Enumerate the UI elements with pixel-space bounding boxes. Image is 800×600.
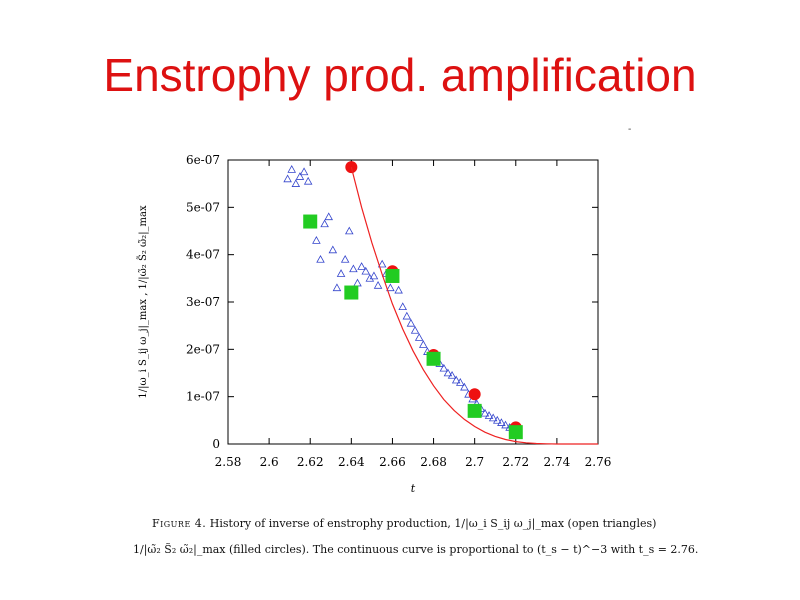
y-tick-label: 2e-07 bbox=[186, 342, 220, 356]
x-tick-label: 2.66 bbox=[379, 455, 406, 469]
square-point bbox=[508, 425, 523, 440]
circle-point bbox=[468, 388, 481, 401]
slide-title: Enstrophy prod. amplification bbox=[103, 49, 697, 101]
series-open-triangle bbox=[283, 165, 519, 434]
triangle-point bbox=[283, 174, 292, 183]
x-axis-label: t bbox=[411, 482, 416, 495]
triangle-point bbox=[365, 273, 375, 282]
triangle-point bbox=[361, 266, 371, 275]
triangle-point bbox=[328, 245, 338, 254]
triangle-point bbox=[332, 283, 342, 292]
plot-frame bbox=[227, 159, 599, 445]
triangle-point bbox=[480, 408, 490, 417]
triangle-point bbox=[336, 269, 346, 277]
axes-frame bbox=[227, 159, 599, 445]
series-filled-circle bbox=[345, 161, 522, 434]
triangle-point bbox=[484, 411, 494, 419]
y-axis-label: 1/|ω_i S_ij ω_j|_max , 1/|ω̃₂ S̃₂ ω̃₂|_m… bbox=[137, 205, 149, 399]
series-line bbox=[350, 166, 598, 445]
fit-curve bbox=[350, 166, 598, 445]
x-tick-label: 2.72 bbox=[502, 455, 529, 469]
triangle-point bbox=[394, 285, 403, 294]
y-tick-label: 6e-07 bbox=[186, 153, 220, 167]
triangle-point bbox=[295, 172, 305, 180]
triangle-point bbox=[406, 318, 416, 327]
y-tick-label: 3e-07 bbox=[186, 295, 220, 309]
triangle-point bbox=[414, 333, 424, 341]
x-tick-label: 2.58 bbox=[215, 455, 242, 469]
x-tick-label: 2.6 bbox=[260, 455, 279, 469]
triangle-point bbox=[320, 219, 329, 228]
square-point bbox=[426, 351, 441, 366]
figure-caption-text-1: History of inverse of enstrophy producti… bbox=[209, 517, 657, 530]
x-tick-label: 2.7 bbox=[465, 455, 484, 469]
y-tick-label: 0 bbox=[212, 437, 220, 451]
figure-caption-line-1: Figure 4. History of inverse of enstroph… bbox=[152, 517, 656, 530]
triangle-point bbox=[492, 415, 502, 424]
triangle-point bbox=[497, 418, 506, 426]
triangle-point bbox=[488, 413, 498, 422]
x-tick-label: 2.74 bbox=[544, 455, 571, 469]
triangle-point bbox=[316, 254, 325, 263]
y-tick-label: 1e-07 bbox=[186, 390, 220, 404]
triangle-point bbox=[369, 271, 379, 280]
triangle-point bbox=[451, 375, 461, 384]
corner-mark: - bbox=[628, 124, 632, 135]
square-point bbox=[344, 285, 359, 300]
data-series bbox=[283, 161, 598, 445]
triangle-point bbox=[377, 259, 387, 268]
square-point bbox=[467, 403, 482, 418]
triangle-point bbox=[349, 264, 358, 273]
x-tick-label: 2.64 bbox=[338, 455, 365, 469]
triangle-point bbox=[410, 325, 420, 334]
triangle-point bbox=[418, 340, 428, 348]
triangle-point bbox=[303, 176, 313, 185]
triangle-point bbox=[398, 302, 408, 311]
square-point bbox=[303, 214, 318, 229]
square-point bbox=[385, 268, 400, 283]
triangle-point bbox=[455, 378, 465, 386]
x-tick-label: 2.62 bbox=[297, 455, 324, 469]
y-tick-label: 4e-07 bbox=[186, 248, 220, 262]
triangle-point bbox=[402, 311, 412, 320]
triangle-point bbox=[287, 165, 297, 173]
triangle-point bbox=[324, 212, 334, 221]
triangle-point bbox=[312, 236, 321, 244]
series-filled-square bbox=[303, 214, 523, 440]
triangle-point bbox=[291, 179, 301, 187]
triangle-point bbox=[439, 363, 449, 372]
x-tick-label: 2.68 bbox=[420, 455, 447, 469]
figure-caption-label: Figure 4. bbox=[152, 517, 207, 530]
axis-tick-labels: 2.58 2.6 2.62 2.64 2.66 2.68 2.7 2.72 2.74 2.76 0 1… bbox=[186, 153, 611, 469]
triangle-point bbox=[340, 254, 350, 263]
triangle-point bbox=[447, 370, 457, 379]
triangle-point bbox=[501, 420, 510, 429]
figure-caption-line-2: 1/|ω̃₂ S̃₂ ω̃₂|_max (filled circles). Th… bbox=[133, 543, 699, 556]
triangle-point bbox=[299, 167, 309, 176]
x-tick-label: 2.76 bbox=[585, 455, 612, 469]
triangle-point bbox=[373, 281, 383, 289]
triangle-point bbox=[353, 278, 362, 287]
triangle-point bbox=[386, 283, 395, 292]
axis-ticks bbox=[227, 159, 599, 445]
triangle-point bbox=[357, 262, 366, 270]
y-tick-label: 5e-07 bbox=[186, 200, 220, 214]
triangle-point bbox=[344, 226, 354, 235]
chart: 2.58 2.6 2.62 2.64 2.66 2.68 2.7 2.72 2.74 2.76 0 1… bbox=[137, 153, 611, 495]
triangle-point bbox=[460, 382, 469, 391]
triangle-point bbox=[443, 368, 453, 377]
